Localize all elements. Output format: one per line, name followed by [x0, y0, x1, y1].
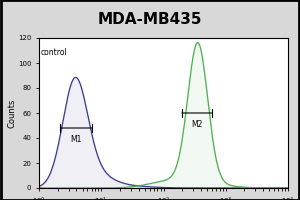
- Text: MDA-MB435: MDA-MB435: [98, 12, 202, 27]
- Text: M1: M1: [71, 135, 82, 144]
- Text: control: control: [41, 48, 68, 57]
- Y-axis label: Counts: Counts: [8, 98, 16, 128]
- Text: M2: M2: [191, 120, 202, 129]
